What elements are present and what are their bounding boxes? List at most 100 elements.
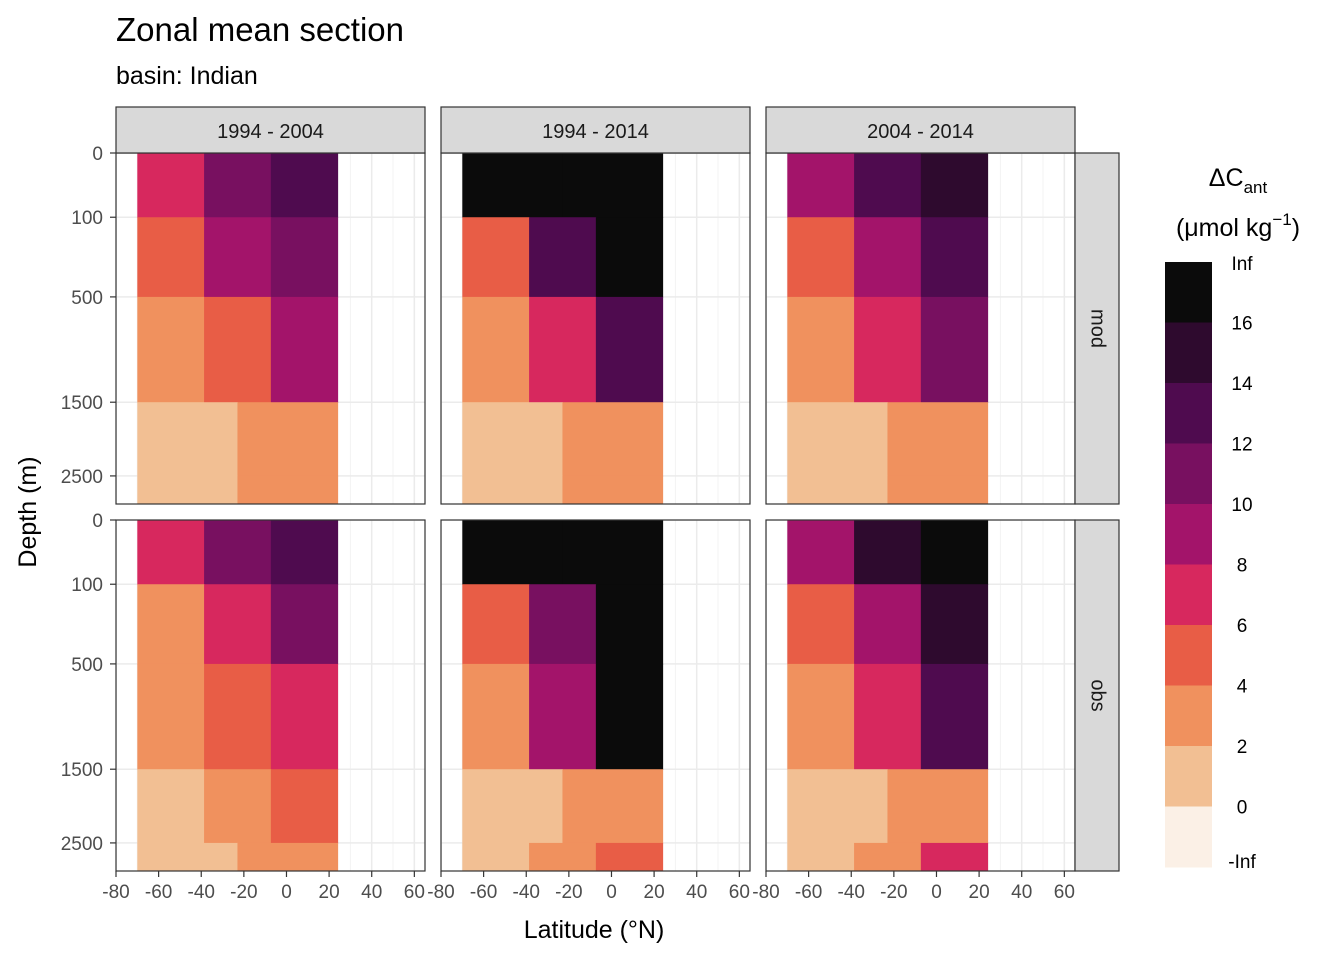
facet-strip-top-label: 2004 - 2014 <box>867 121 974 143</box>
contour-band <box>920 663 989 770</box>
facet-strip-top <box>115 106 426 154</box>
contour-band <box>854 296 922 403</box>
legend-label: 0 <box>1237 798 1248 819</box>
contour-band <box>237 402 339 477</box>
legend-key <box>1165 746 1212 807</box>
x-tick-label: -20 <box>555 882 582 903</box>
facet-panel-mod-0 <box>115 152 426 505</box>
contour-band <box>562 769 664 844</box>
contour-band <box>920 153 989 218</box>
y-tick-label: 1500 <box>61 393 103 414</box>
contour-band <box>595 663 664 770</box>
x-tick-label: 40 <box>1011 882 1032 903</box>
contour-band <box>137 402 238 477</box>
x-tick-label: -60 <box>470 882 497 903</box>
contour-band <box>137 842 238 871</box>
contour-band <box>462 402 563 477</box>
legend-key <box>1165 443 1212 505</box>
section-field <box>787 520 989 871</box>
contour-band <box>137 584 205 665</box>
contour-band <box>270 663 339 770</box>
contour-band <box>562 475 664 504</box>
x-tick-label: -80 <box>752 882 779 903</box>
contour-band <box>270 217 339 298</box>
y-axes: 0 100 500 1500 2500 0 100 500 1500 2500 <box>61 144 116 855</box>
y-tick-label: 100 <box>71 208 103 229</box>
chart-title: Zonal mean section <box>116 11 404 48</box>
contour-band <box>787 663 855 770</box>
contour-band <box>854 584 922 665</box>
facet-strip-top-label: 1994 - 2014 <box>542 121 649 143</box>
x-tick-label: 40 <box>361 882 382 903</box>
contour-band <box>204 769 272 844</box>
facet-strip-right-label: obs <box>1087 679 1109 711</box>
contour-band <box>462 842 530 871</box>
facet-panel-obs-1 <box>440 519 751 872</box>
section-field <box>462 153 664 504</box>
contour-band <box>137 663 205 770</box>
contour-band <box>462 217 530 298</box>
contour-band <box>270 584 339 665</box>
y-tick-label: 1500 <box>61 760 103 781</box>
legend-key <box>1165 322 1212 384</box>
legend-key <box>1165 806 1212 868</box>
contour-band <box>204 663 272 770</box>
facet-strip-right-label: mod <box>1087 309 1109 348</box>
contour-band <box>270 520 339 585</box>
x-tick-label: -40 <box>513 882 540 903</box>
contour-band <box>562 153 664 218</box>
contour-band <box>137 475 238 504</box>
contour-band <box>854 663 922 770</box>
contour-band <box>204 217 272 298</box>
contour-band <box>462 520 563 585</box>
facet-panel-mod-1 <box>440 152 751 505</box>
section-field <box>137 153 339 504</box>
legend-key <box>1165 504 1212 565</box>
x-tick-label: -60 <box>795 882 822 903</box>
x-tick-label: 20 <box>319 882 340 903</box>
x-tick-label: -20 <box>230 882 257 903</box>
contour-band <box>595 584 664 665</box>
contour-band <box>137 153 205 218</box>
legend-label: 14 <box>1231 374 1253 395</box>
x-axes: -80 -60 -40 -20 0 20 40 60 -80 -60 -40 -20 0 20 40 60 -8… <box>102 871 1075 903</box>
contour-band <box>787 842 855 871</box>
facet-strip-top-label: 1994 - 2004 <box>217 121 324 143</box>
contour-band <box>137 520 205 585</box>
legend-title-main: ΔC <box>1209 164 1244 192</box>
contour-band <box>137 217 205 298</box>
section-field <box>462 520 664 871</box>
legend-label: 4 <box>1237 677 1248 698</box>
legend-key <box>1165 564 1212 626</box>
section-field <box>787 153 989 504</box>
contour-band <box>137 769 205 844</box>
y-axis-label: Depth (m) <box>14 456 42 567</box>
legend-units-prefix: (μmol kg <box>1176 214 1272 242</box>
facet-panels <box>115 152 1076 872</box>
y-tick-label: 0 <box>92 511 103 532</box>
contour-band <box>854 217 922 298</box>
contour-band <box>462 153 563 218</box>
facet-strip-right <box>1074 519 1120 872</box>
contour-band <box>270 296 339 403</box>
contour-band <box>787 475 888 504</box>
x-tick-label: -20 <box>880 882 907 903</box>
contour-band <box>787 402 888 477</box>
x-tick-label: -80 <box>427 882 454 903</box>
contour-band <box>529 296 597 403</box>
legend: ΔCant (μmol kg−1) Inf 16 14 12 10 8 6 4 2 0 -Inf <box>1165 164 1300 873</box>
x-axis-label: Latitude (°N) <box>524 916 665 944</box>
contour-band <box>529 842 597 871</box>
contour-band <box>787 296 855 403</box>
facet-strip-top <box>440 106 751 154</box>
contour-band <box>462 475 563 504</box>
facet-strips: 1994 - 2004 1994 - 2014 2004 - 2014 mod obs <box>115 106 1120 872</box>
contour-band <box>462 663 530 770</box>
contour-band <box>237 475 339 504</box>
contour-band <box>529 663 597 770</box>
legend-title-sub: ant <box>1244 178 1268 197</box>
contour-band <box>920 520 989 585</box>
legend-label: 2 <box>1237 737 1248 758</box>
contour-band <box>595 296 664 403</box>
